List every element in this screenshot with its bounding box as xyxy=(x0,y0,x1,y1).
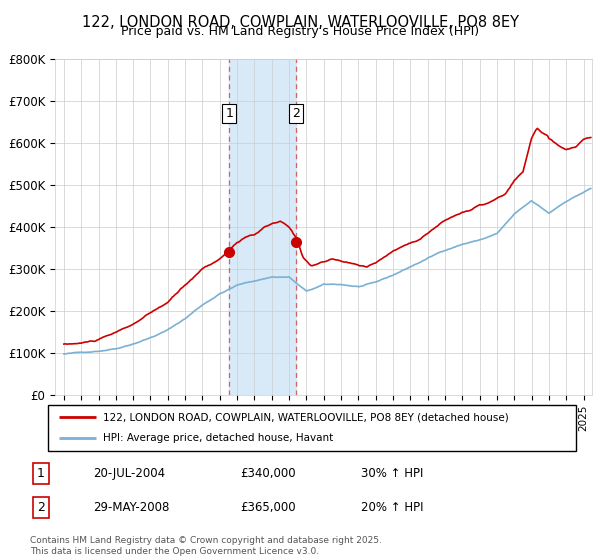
Text: £365,000: £365,000 xyxy=(240,501,295,514)
Text: £340,000: £340,000 xyxy=(240,467,295,480)
Text: 30% ↑ HPI: 30% ↑ HPI xyxy=(361,467,424,480)
Text: Price paid vs. HM Land Registry's House Price Index (HPI): Price paid vs. HM Land Registry's House … xyxy=(121,25,479,38)
Text: 122, LONDON ROAD, COWPLAIN, WATERLOOVILLE, PO8 8EY (detached house): 122, LONDON ROAD, COWPLAIN, WATERLOOVILL… xyxy=(103,412,509,422)
Text: 2: 2 xyxy=(37,501,45,514)
FancyBboxPatch shape xyxy=(48,405,576,451)
Text: 1: 1 xyxy=(225,107,233,120)
Text: 20% ↑ HPI: 20% ↑ HPI xyxy=(361,501,424,514)
Text: 1: 1 xyxy=(37,467,45,480)
Text: 20-JUL-2004: 20-JUL-2004 xyxy=(94,467,166,480)
Text: 2: 2 xyxy=(292,107,300,120)
Text: 122, LONDON ROAD, COWPLAIN, WATERLOOVILLE, PO8 8EY: 122, LONDON ROAD, COWPLAIN, WATERLOOVILL… xyxy=(82,15,518,30)
Text: Contains HM Land Registry data © Crown copyright and database right 2025.
This d: Contains HM Land Registry data © Crown c… xyxy=(30,536,382,556)
Text: 29-MAY-2008: 29-MAY-2008 xyxy=(94,501,170,514)
Bar xyxy=(229,59,296,395)
Text: HPI: Average price, detached house, Havant: HPI: Average price, detached house, Hava… xyxy=(103,433,334,444)
